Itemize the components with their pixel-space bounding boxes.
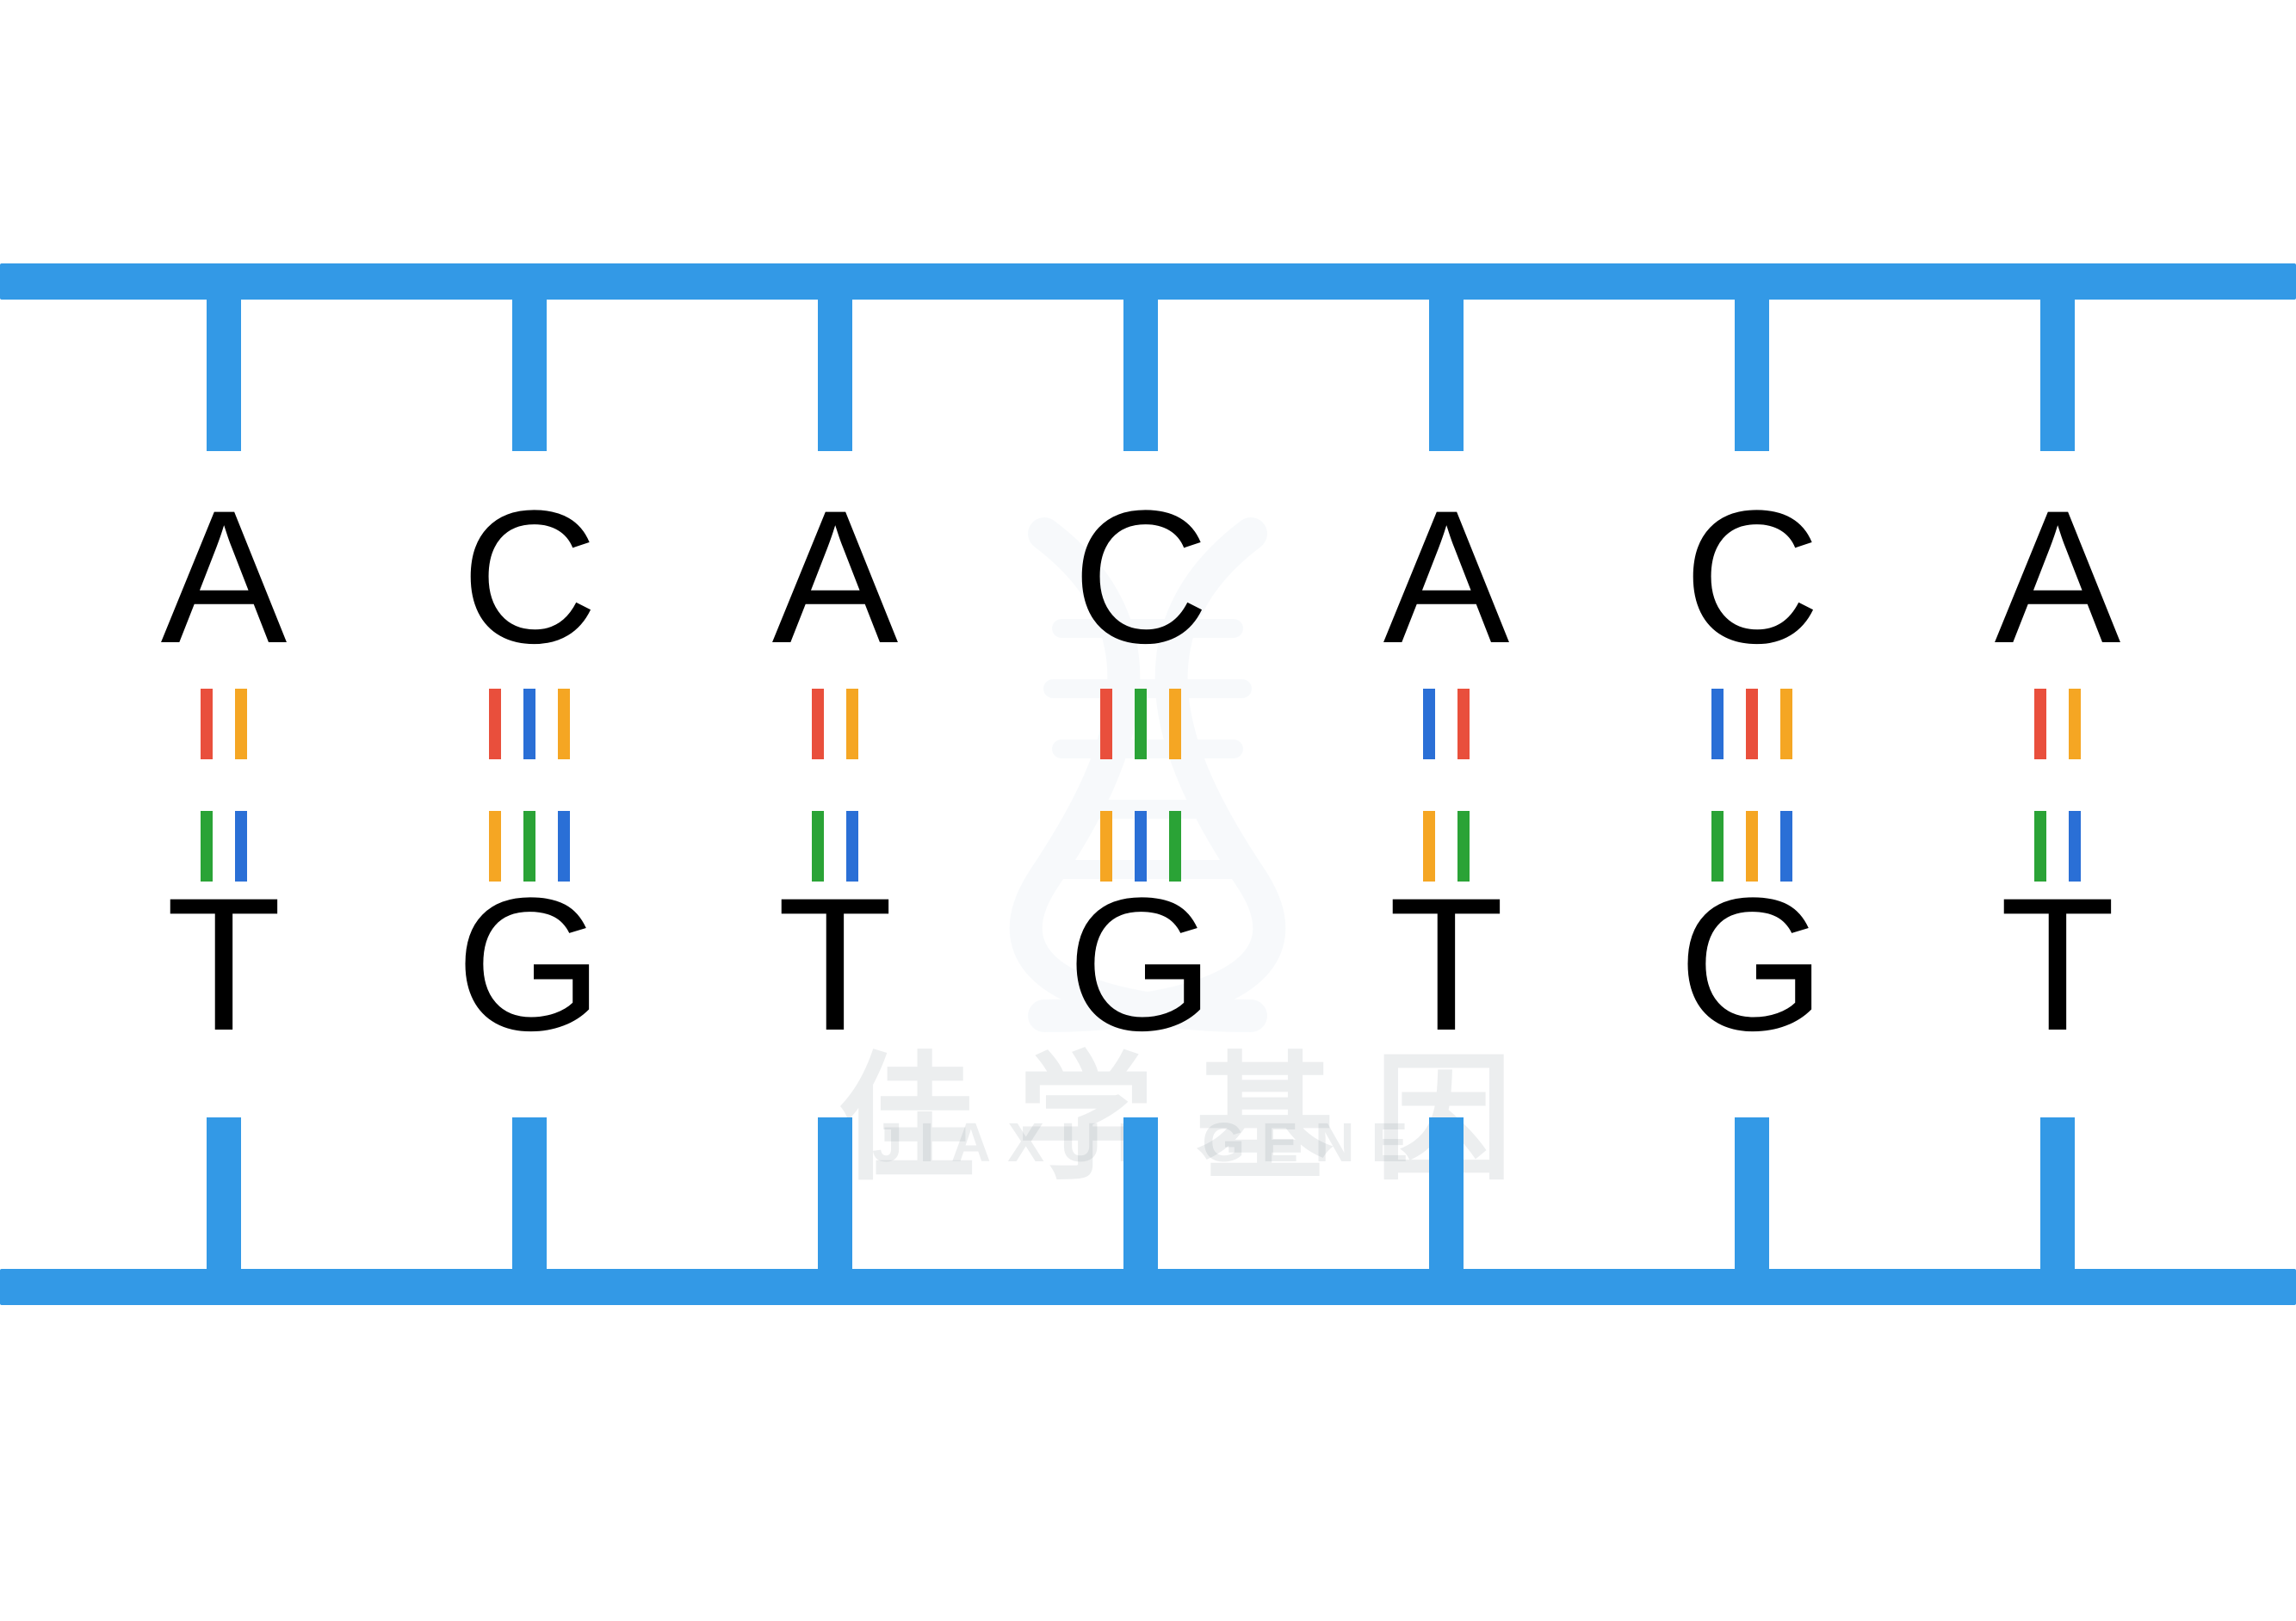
hydrogen-bond-bar <box>1746 689 1758 759</box>
bottom-stem <box>818 1117 852 1269</box>
hydrogen-bond-bar <box>1780 689 1792 759</box>
bottom-base-letter: T <box>723 869 947 1059</box>
hydrogen-bond-bar <box>235 689 247 759</box>
hydrogen-bond-bar <box>2069 689 2081 759</box>
top-base-letter: C <box>418 482 641 671</box>
hydrogen-bond-bar <box>1135 689 1147 759</box>
hydrogen-bond-bar <box>1423 689 1435 759</box>
bottom-stem <box>2040 1117 2075 1269</box>
hydrogen-bond-bar <box>812 811 824 882</box>
hydrogen-bond-bar <box>201 689 213 759</box>
hydrogen-bond-bar <box>846 689 858 759</box>
top-stem <box>207 300 241 451</box>
hydrogen-bond-bar <box>558 689 570 759</box>
bottom-base-letter: T <box>1946 869 2169 1059</box>
top-stem <box>1735 300 1769 451</box>
top-base-letter: A <box>723 482 947 671</box>
bottom-base-letter: G <box>1640 869 1864 1059</box>
hydrogen-bond-bar <box>2069 811 2081 882</box>
top-base-letter: C <box>1640 482 1864 671</box>
hydrogen-bond-bar <box>2034 811 2046 882</box>
hydrogen-bond-bar <box>235 811 247 882</box>
bottom-base-letter: G <box>418 869 641 1059</box>
top-base-letter: A <box>1334 482 1558 671</box>
top-stem <box>1123 300 1158 451</box>
bottom-stem <box>1123 1117 1158 1269</box>
bottom-base-letter: T <box>112 869 336 1059</box>
top-stem <box>512 300 547 451</box>
hydrogen-bond-bar <box>846 811 858 882</box>
dna-diagram: 佳学基因 JIAXUE GENE ATCGATCGATCGAT <box>0 0 2296 1621</box>
top-stem <box>2040 300 2075 451</box>
top-base-letter: C <box>1029 482 1253 671</box>
hydrogen-bond-bar <box>558 811 570 882</box>
top-stem <box>1429 300 1464 451</box>
top-backbone <box>0 263 2296 300</box>
top-stem <box>818 300 852 451</box>
top-base-letter: A <box>112 482 336 671</box>
bottom-stem <box>1735 1117 1769 1269</box>
hydrogen-bond-bar <box>1457 689 1470 759</box>
bottom-stem <box>1429 1117 1464 1269</box>
hydrogen-bond-bar <box>1457 811 1470 882</box>
hydrogen-bond-bar <box>1100 689 1112 759</box>
hydrogen-bond-bar <box>1423 811 1435 882</box>
hydrogen-bond-bar <box>1711 811 1724 882</box>
hydrogen-bond-bar <box>1169 689 1181 759</box>
hydrogen-bond-bar <box>523 689 535 759</box>
hydrogen-bond-bar <box>1780 811 1792 882</box>
bottom-stem <box>207 1117 241 1269</box>
hydrogen-bond-bar <box>1169 811 1181 882</box>
top-base-letter: A <box>1946 482 2169 671</box>
hydrogen-bond-bar <box>1746 811 1758 882</box>
bottom-base-letter: T <box>1334 869 1558 1059</box>
bottom-stem <box>512 1117 547 1269</box>
hydrogen-bond-bar <box>812 689 824 759</box>
hydrogen-bond-bar <box>523 811 535 882</box>
bottom-base-letter: G <box>1029 869 1253 1059</box>
bottom-backbone <box>0 1269 2296 1305</box>
hydrogen-bond-bar <box>1135 811 1147 882</box>
hydrogen-bond-bar <box>1100 811 1112 882</box>
hydrogen-bond-bar <box>489 811 501 882</box>
hydrogen-bond-bar <box>2034 689 2046 759</box>
hydrogen-bond-bar <box>489 689 501 759</box>
hydrogen-bond-bar <box>1711 689 1724 759</box>
hydrogen-bond-bar <box>201 811 213 882</box>
